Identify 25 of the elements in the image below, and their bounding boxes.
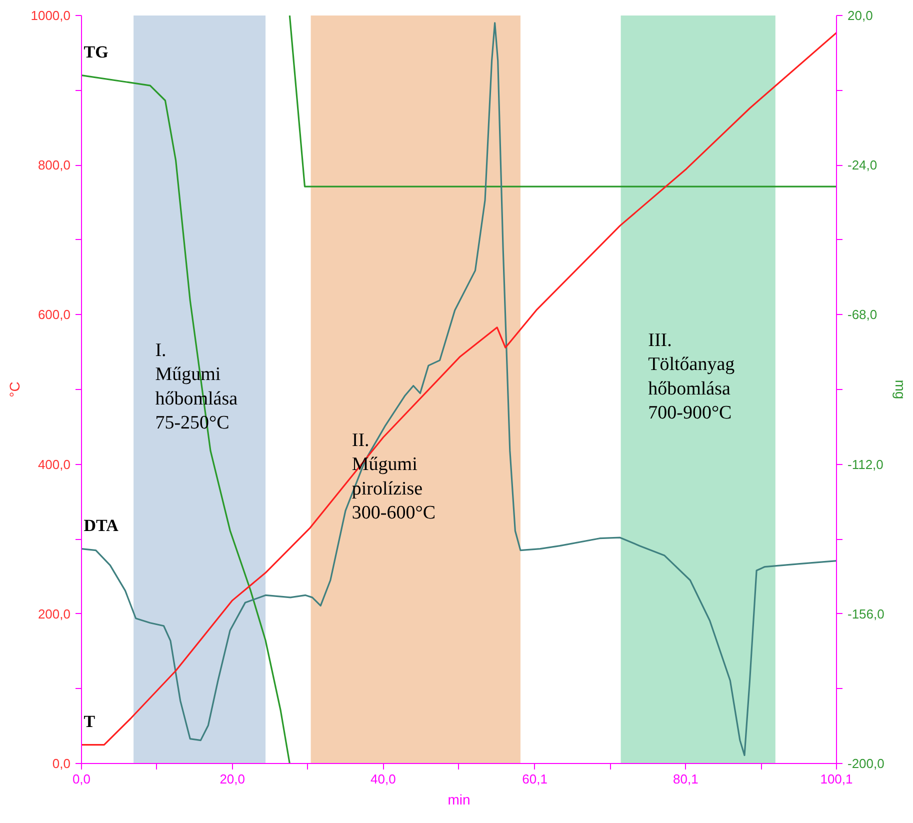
y-tick-label: 800,0 [38,158,71,173]
y-tick-label: 200,0 [38,606,71,622]
y2-tick-label: -156,0 [848,606,884,622]
x-tick-label: 100,1 [820,772,853,786]
series-label: T [84,712,96,731]
y-tick-label: 600,0 [38,307,71,322]
y2-tick-label: 20,0 [848,8,873,23]
y-tick-label: 400,0 [38,456,71,472]
y2-axis-title: mg [892,380,908,400]
y2-tick-label: -68,0 [848,307,878,322]
series-label: TG [84,42,108,62]
x-tick-label: 0,0 [72,772,91,786]
x-tick-label: 20,0 [220,772,246,786]
series-label: DTA [84,516,120,535]
y-tick-label: 1000,0 [30,8,71,23]
band-label: III. Töltőanyag hőbomlása 700-900°C [648,330,736,424]
y2-tick-label: -112,0 [848,456,884,472]
x-tick-label: 80,1 [673,772,698,786]
y-tick-label: 0,0 [52,756,71,771]
y2-tick-label: -24,0 [848,158,878,173]
x-tick-label: 60,1 [522,772,548,786]
x-axis-title: min [448,792,470,808]
x-tick-label: 40,0 [370,772,396,786]
y2-tick-label: -200,0 [848,756,884,771]
y-axis-title: °C [6,382,23,398]
